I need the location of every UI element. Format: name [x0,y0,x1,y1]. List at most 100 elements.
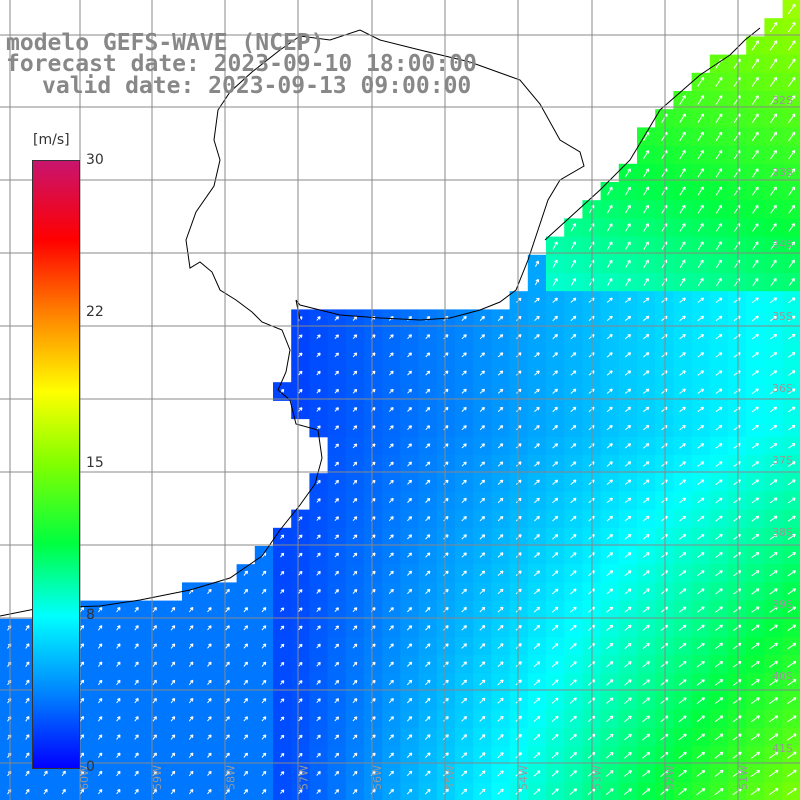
wind-arrow [352,734,358,740]
wind-arrow [425,643,431,649]
wind-arrow [606,388,613,394]
wind-arrow [715,297,723,303]
wind-arrow [61,788,66,795]
wind-arrow [497,497,504,504]
wind-arrow [642,479,650,485]
wind-arrow [642,715,651,723]
wind-arrow [552,388,558,394]
wind-arrow [678,642,687,650]
wind-arrow [679,297,686,303]
longitude-label: 51W [737,765,750,790]
wind-arrow [787,588,797,595]
wind-arrow [678,788,687,796]
wind-arrow [425,697,431,704]
wind-arrow [715,334,723,340]
wind-arrow [678,624,687,631]
wind-arrow [461,388,467,394]
wind-arrow [406,643,413,649]
wind-arrow [298,771,303,776]
wind-arrow [334,570,339,576]
wind-arrow [751,661,760,668]
wind-arrow [479,697,486,704]
wind-arrow [750,788,761,796]
longitude-label: 53W [590,765,603,790]
wind-arrow [768,733,779,741]
wind-arrow [625,223,631,232]
wind-arrow [788,370,796,376]
wind-arrow [715,479,723,486]
wind-arrow [207,716,212,722]
wind-arrow [697,223,704,232]
wind-arrow [624,552,632,558]
wind-arrow [443,479,449,485]
wind-arrow [606,552,614,558]
wind-arrow [497,715,504,722]
wind-arrow [642,788,651,796]
wind-arrow [642,770,651,777]
wind-arrow [751,95,759,105]
wind-arrow [533,752,541,759]
wind-arrow [407,407,412,412]
wind-arrow [715,425,723,431]
wind-arrow [388,588,394,594]
wind-arrow [243,789,248,795]
wind-arrow [697,552,705,558]
wind-arrow [515,734,522,741]
wind-arrow [479,479,486,485]
wind-arrow [624,515,632,522]
wind-arrow [606,515,613,522]
wind-arrow [497,334,504,340]
wind-arrow [787,497,796,504]
wind-arrow [298,643,303,649]
wind-arrow [243,625,248,631]
wind-arrow [751,352,759,358]
wind-arrow [497,788,504,795]
wind-arrow [606,352,613,358]
wind-arrow [570,624,577,631]
wind-arrow [752,277,759,287]
wind-arrow [715,186,723,196]
wind-arrow [570,297,577,303]
wind-arrow [642,534,650,540]
wind-arrow [443,770,449,777]
wind-arrow [570,352,577,358]
wind-arrow [534,260,540,267]
wind-arrow [715,515,723,522]
wind-arrow [788,223,795,232]
wind-arrow [551,606,559,613]
wind-arrow [443,625,449,631]
wind-arrow [25,716,30,722]
wind-arrow [280,643,285,649]
wind-arrow [243,734,248,740]
wind-arrow [606,370,613,376]
wind-arrow [316,698,321,704]
wind-arrow [606,643,614,650]
wind-arrow [497,406,504,412]
colorbar [32,160,80,769]
wind-arrow [769,443,778,449]
wind-arrow [316,589,321,594]
wind-arrow [642,388,650,394]
wind-arrow [334,770,340,776]
wind-arrow [352,407,358,412]
wind-arrow [624,479,632,485]
wind-arrow [643,204,649,214]
wind-arrow [152,606,157,613]
wind-arrow [769,533,778,540]
wind-arrow [552,570,559,577]
wind-arrow [570,443,577,449]
wind-arrow [696,697,705,704]
wind-arrow [425,570,431,576]
wind-arrow [298,698,303,704]
wind-arrow [207,679,212,686]
wind-arrow [551,661,559,668]
wind-arrow [787,733,797,741]
wind-arrow [388,643,394,649]
wind-arrow [714,697,724,705]
wind-arrow [207,661,212,667]
wind-arrow [188,752,194,758]
wind-arrow [389,443,394,449]
wind-arrow [715,352,723,358]
wind-arrow [678,588,687,595]
